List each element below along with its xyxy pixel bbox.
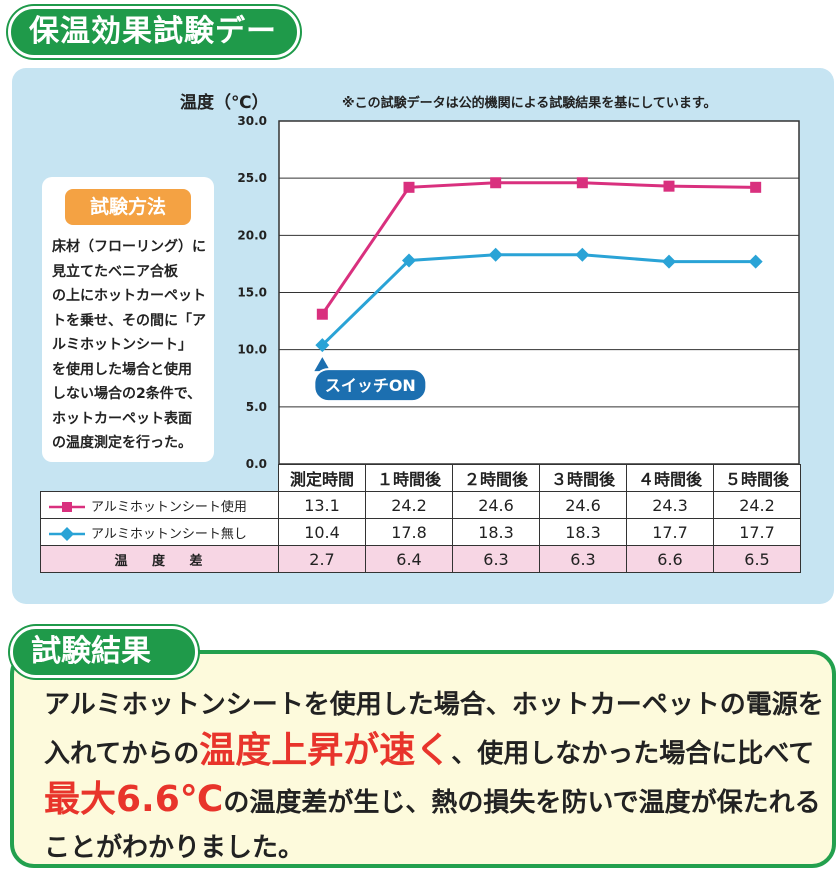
method-line: の上にホットカーペット	[52, 288, 206, 304]
data-point	[662, 254, 676, 269]
method-line: 見立てたベニア合板	[52, 263, 178, 280]
callout-bubble	[313, 368, 428, 403]
table-row: アルミホットンシート無し 10.4 17.8 18.3 18.3 17.7 17…	[40, 518, 801, 546]
method-title: 試験方法	[65, 189, 191, 225]
data-point	[490, 177, 502, 189]
method-line: を使用した場合と使用	[52, 361, 192, 378]
method-text: 床材（フローリング）に 見立てたベニア合板 の上にホットカーペット トを乗せ、そ…	[52, 235, 212, 456]
y-tick-label: 5.0	[246, 400, 267, 414]
table-cell: 6.3	[452, 545, 540, 573]
data-point	[402, 253, 416, 268]
data-point	[403, 181, 415, 193]
table-cell: 6.5	[713, 545, 801, 573]
table-cell: 18.3	[452, 518, 540, 546]
result-title: 試験結果	[10, 626, 198, 678]
table-row-difference: 温 度 差 2.7 6.4 6.3 6.3 6.6 6.5	[40, 545, 801, 573]
y-tick-label: 25.0	[237, 171, 267, 185]
result-text: アルミホットンシートを使用した場合、ホットカーペットの電源を入れてからの温度上昇…	[44, 683, 834, 871]
table-cell: 24.2	[713, 491, 801, 519]
data-point	[575, 247, 590, 262]
col-header: １時間後	[365, 464, 453, 492]
method-line: しない場合の2条件で、	[52, 386, 202, 402]
table-header-row: 測定時間 １時間後 ２時間後 ３時間後 ４時間後 ５時間後	[40, 464, 801, 492]
table-cell: 6.6	[626, 545, 714, 573]
method-line: トを乗せ、その間に「ア	[52, 312, 206, 329]
method-line: 床材（フローリング）に	[52, 239, 206, 255]
col-header: 測定時間	[278, 464, 366, 492]
data-point	[488, 247, 503, 262]
data-point	[576, 177, 588, 189]
page-title: 保温効果試験データ	[8, 6, 300, 95]
y-tick-label: 30.0	[237, 114, 267, 128]
source-note: ※この試験データは公的機関による試験結果を基にしています。	[342, 96, 717, 111]
method-line: の温度測定を行った。	[52, 435, 192, 451]
table-cell: 24.3	[626, 491, 714, 519]
result-part: 、使用しなかった場合に比べて	[451, 739, 815, 769]
result-emphasis: 最大6.6℃	[44, 779, 224, 820]
y-axis-label: 温度（℃）	[180, 93, 269, 113]
table-cell: 6.4	[365, 545, 453, 573]
data-point	[748, 254, 763, 269]
y-tick-label: 10.0	[237, 343, 267, 357]
result-part: の温度差が生じ、熱の損失を防いで温度が保たれることがわかりました。	[44, 788, 821, 863]
series-line	[321, 181, 756, 316]
series-name: アルミホットンシート使用	[91, 499, 247, 515]
series-label-with: アルミホットンシート使用	[40, 491, 279, 519]
method-line: ルミホットンシート」	[52, 337, 192, 353]
table-cell: 13.1	[278, 491, 366, 519]
series-label-without: アルミホットンシート無し	[40, 518, 279, 546]
callout-text: スイッチON	[325, 376, 416, 395]
data-point	[315, 338, 330, 353]
y-tick-label: 15.0	[237, 286, 267, 300]
col-header: ３時間後	[539, 464, 627, 492]
data-point	[750, 181, 762, 193]
data-point	[316, 308, 328, 320]
table-cell: 24.2	[365, 491, 453, 519]
table-cell: 6.3	[539, 545, 627, 573]
table-cell: 24.6	[452, 491, 540, 519]
table-cell: 18.3	[539, 518, 627, 546]
y-tick-label: 20.0	[237, 228, 267, 242]
table-row: アルミホットンシート使用 13.1 24.2 24.6 24.6 24.3 24…	[40, 491, 801, 519]
col-header: ４時間後	[626, 464, 714, 492]
result-part: アルミホットンシートを使用した場合、ホットカーペットの電源を入れてからの	[44, 690, 824, 769]
data-table: 測定時間 １時間後 ２時間後 ３時間後 ４時間後 ５時間後 アルミホットンシート…	[40, 464, 801, 573]
result-emphasis: 温度上昇が速く	[199, 730, 452, 771]
table-cell: 17.8	[365, 518, 453, 546]
col-header: ５時間後	[713, 464, 801, 492]
table-corner	[40, 464, 279, 492]
series-name: アルミホットンシート無し	[91, 526, 247, 542]
difference-label: 温 度 差	[40, 545, 279, 573]
method-line: ホットカーペット表面	[52, 410, 192, 427]
result-box	[10, 650, 836, 868]
method-box: 試験方法 床材（フローリング）に 見立てたベニア合板 の上にホットカーペット ト…	[42, 177, 214, 462]
table-cell: 2.7	[278, 545, 366, 573]
table-cell: 17.7	[626, 518, 714, 546]
callout-pointer	[314, 357, 331, 372]
legend-diamond-marker-icon	[49, 527, 85, 541]
col-header: ２時間後	[452, 464, 540, 492]
table-cell: 24.6	[539, 491, 627, 519]
table-cell: 17.7	[713, 518, 801, 546]
series-line	[321, 253, 756, 347]
table-cell: 10.4	[278, 518, 366, 546]
data-point	[663, 180, 675, 192]
legend-square-marker-icon	[49, 502, 85, 512]
